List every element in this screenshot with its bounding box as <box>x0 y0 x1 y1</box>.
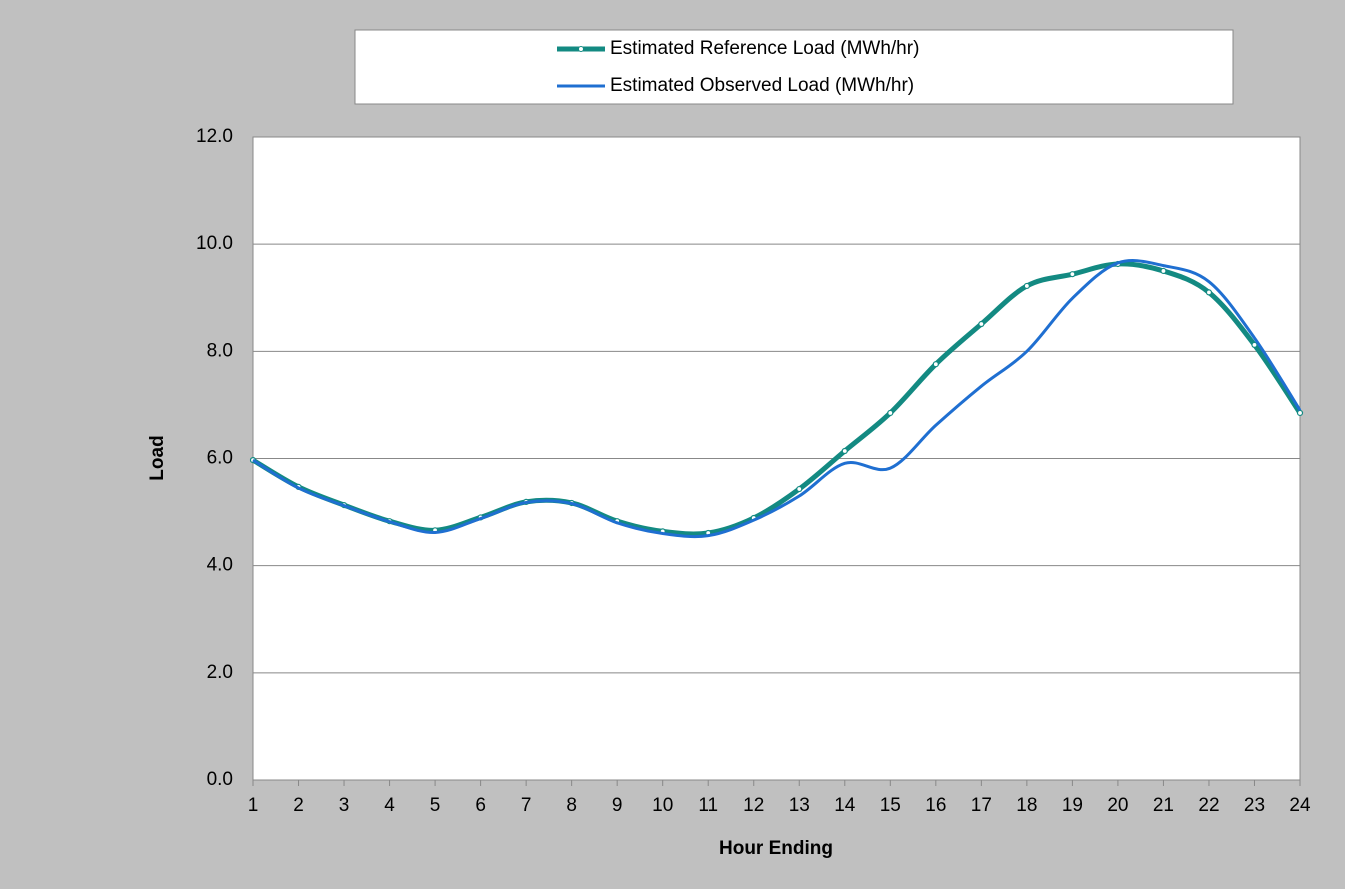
point-marker <box>1251 341 1258 349</box>
x-tick-label: 21 <box>1153 795 1174 816</box>
point-marker <box>978 320 985 328</box>
x-tick-label: 16 <box>925 795 946 816</box>
x-tick-label: 11 <box>698 795 718 816</box>
x-tick-label: 17 <box>971 795 992 816</box>
y-tick-label: 8.0 <box>207 340 233 361</box>
x-tick-label: 8 <box>566 795 577 816</box>
x-tick-label: 7 <box>521 795 532 816</box>
x-tick-label: 15 <box>880 795 901 816</box>
y-tick-label: 0.0 <box>207 769 233 790</box>
point-marker <box>841 447 848 455</box>
x-tick-label: 6 <box>475 795 486 816</box>
point-marker <box>932 361 939 368</box>
legend-marker <box>578 46 584 52</box>
x-tick-label: 22 <box>1198 795 1219 816</box>
legend-label: Estimated Observed Load (MWh/hr) <box>610 75 914 96</box>
x-tick-label: 12 <box>743 795 764 816</box>
x-tick-label: 14 <box>834 795 856 816</box>
x-tick-label: 3 <box>339 795 350 816</box>
x-tick-label: 13 <box>789 795 810 816</box>
legend-box <box>354 29 1234 105</box>
point-marker <box>796 485 803 493</box>
x-tick-label: 9 <box>612 795 623 816</box>
x-tick-label: 10 <box>652 795 673 816</box>
x-tick-label: 5 <box>430 795 441 816</box>
x-tick-label: 4 <box>384 795 395 816</box>
x-tick-label: 24 <box>1289 795 1311 816</box>
y-tick-label: 4.0 <box>207 555 233 576</box>
y-tick-label: 10.0 <box>196 233 233 254</box>
point-marker <box>1205 289 1213 296</box>
x-tick-label: 1 <box>248 795 259 816</box>
x-tick-label: 2 <box>293 795 304 816</box>
point-marker <box>1023 282 1030 290</box>
y-tick-label: 12.0 <box>196 126 233 147</box>
point-marker <box>887 409 894 417</box>
x-tick-label: 18 <box>1016 795 1037 816</box>
x-tick-label: 20 <box>1107 795 1128 816</box>
x-tick-label: 19 <box>1062 795 1083 816</box>
point-marker <box>1069 271 1076 278</box>
y-tick-label: 2.0 <box>207 662 233 683</box>
series-line <box>252 259 1302 539</box>
point-marker <box>1160 267 1167 275</box>
point-marker <box>1296 409 1304 417</box>
x-axis-title: Hour Ending <box>719 838 833 859</box>
x-tick-label: 23 <box>1244 795 1265 816</box>
y-axis-title: Load <box>147 435 168 480</box>
legend-label: Estimated Reference Load (MWh/hr) <box>610 38 919 59</box>
y-tick-label: 6.0 <box>207 448 233 469</box>
